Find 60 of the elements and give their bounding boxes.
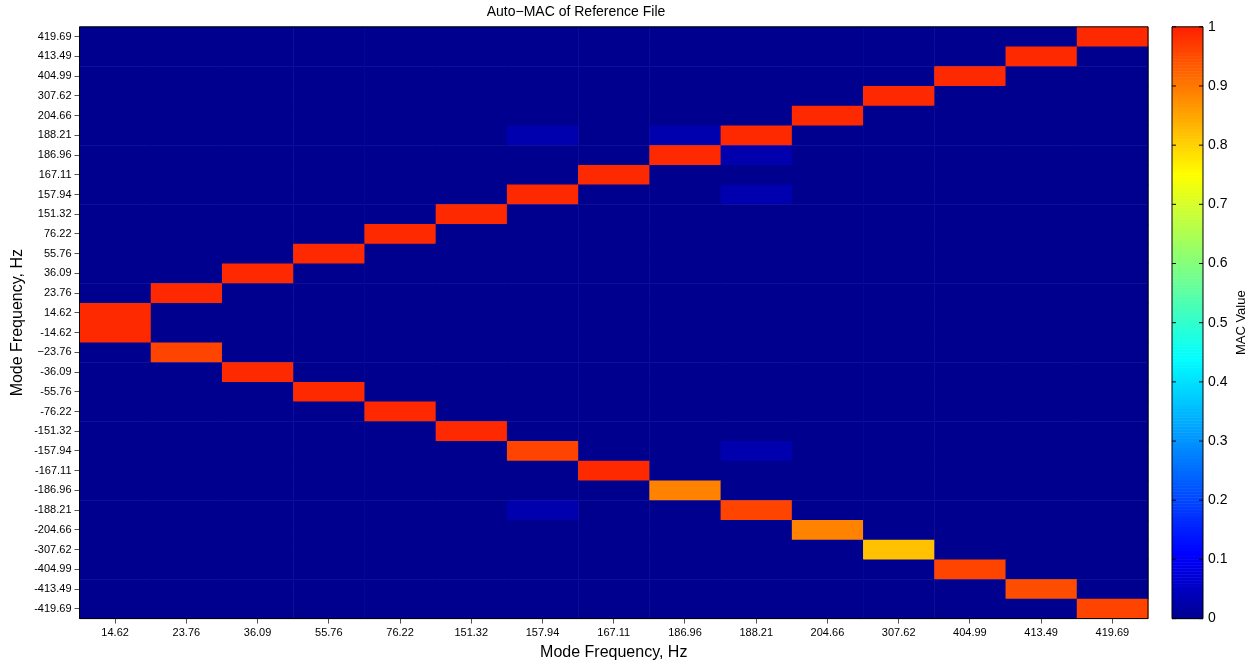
y-tick-label: -204.66 xyxy=(34,522,72,535)
color-bar-label: 0.5 xyxy=(1208,313,1228,330)
y-tick-label: -404.99 xyxy=(34,562,72,575)
color-bar-label: 0 xyxy=(1208,609,1216,626)
color-bar-label: 0.9 xyxy=(1208,76,1228,93)
y-axis-title: Mode Frequency, Hz xyxy=(8,249,26,397)
x-tick-label: 204.66 xyxy=(810,626,845,639)
x-tick-label: 186.96 xyxy=(668,626,702,639)
y-tick-label: 419.69 xyxy=(37,29,72,42)
y-tick-label: −23.76 xyxy=(37,345,72,358)
color-bar-label: 0.4 xyxy=(1208,372,1228,389)
y-tick-label: -188.21 xyxy=(34,503,72,516)
y-tick-label: 188.21 xyxy=(37,128,72,141)
x-tick-label: 419.69 xyxy=(1095,626,1130,639)
y-tick-label: 307.62 xyxy=(37,88,72,101)
color-bar-label: 1 xyxy=(1208,17,1216,34)
color-bar-label: 0.3 xyxy=(1208,431,1228,448)
y-tick-label: -167.11 xyxy=(35,463,72,476)
x-tick-label: 307.62 xyxy=(881,626,916,639)
y-tick-label: -186.96 xyxy=(34,483,72,496)
y-tick-label: -307.62 xyxy=(34,542,72,555)
y-tick-label: 151.32 xyxy=(37,207,72,220)
y-tick-label: -413.49 xyxy=(34,582,72,595)
y-tick-label: -419.69 xyxy=(34,601,72,614)
x-axis-title: Mode Frequency, Hz xyxy=(540,642,688,660)
y-tick-label: 413.49 xyxy=(37,49,72,62)
y-tick-label: 204.66 xyxy=(37,108,72,121)
x-tick-label: 413.49 xyxy=(1024,626,1058,639)
color-bar-title: MAC Value xyxy=(1232,290,1248,356)
y-tick-label: -76.22 xyxy=(40,404,72,417)
y-tick-label: -151.32 xyxy=(34,424,72,437)
chart-title: Auto−MAC of Reference File xyxy=(486,3,666,20)
color-bar-label: 0.2 xyxy=(1208,491,1228,508)
y-tick-label: 76.22 xyxy=(43,226,72,239)
y-tick-label: -157.94 xyxy=(34,443,72,456)
x-tick-label: 14.62 xyxy=(101,626,129,639)
x-tick-label: 23.76 xyxy=(172,626,201,639)
color-bar-label: 0.1 xyxy=(1208,550,1228,567)
color-bar-label: 0.7 xyxy=(1208,195,1228,212)
x-tick-label: 36.09 xyxy=(243,626,272,639)
x-tick-label: 76.22 xyxy=(386,626,414,639)
y-tick-label: 23.76 xyxy=(43,286,72,299)
y-tick-label: 186.96 xyxy=(37,148,72,161)
y-tick-label: 167.11 xyxy=(38,167,72,180)
y-tick-label: -55.76 xyxy=(40,384,72,397)
x-tick-label: 157.94 xyxy=(525,626,560,639)
y-tick-label: 36.09 xyxy=(43,266,72,279)
y-tick-label: 14.62 xyxy=(43,305,72,318)
color-bar-label: 0.8 xyxy=(1208,136,1228,153)
x-tick-label: 188.21 xyxy=(739,626,774,639)
y-tick-label: -14.62 xyxy=(40,325,72,338)
y-tick-label: 157.94 xyxy=(37,187,72,200)
x-tick-label: 151.32 xyxy=(454,626,489,639)
x-tick-label: 167.11 xyxy=(597,626,631,639)
y-tick-label: 55.76 xyxy=(43,246,72,259)
y-tick-label: 404.99 xyxy=(37,69,72,82)
x-tick-label: 55.76 xyxy=(315,626,343,639)
y-tick-label: -36.09 xyxy=(40,365,72,378)
x-tick-label: 404.99 xyxy=(953,626,987,639)
color-bar-label: 0.6 xyxy=(1208,254,1228,271)
